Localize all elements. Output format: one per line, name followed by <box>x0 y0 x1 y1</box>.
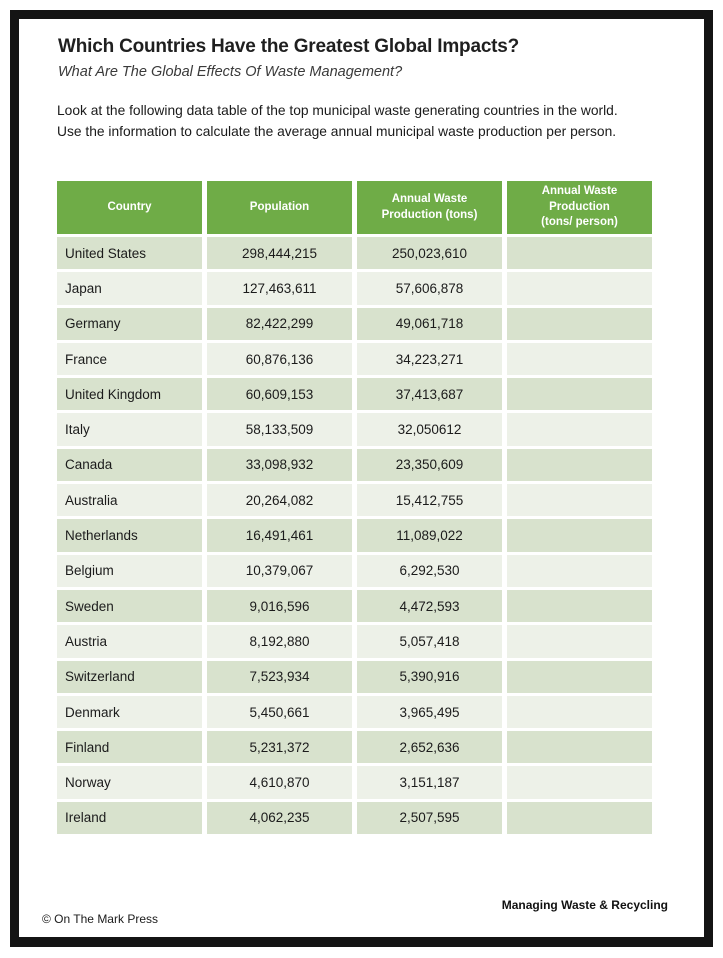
cell-waste-per-person <box>507 484 652 517</box>
table-row: Sweden 9,016,596 4,472,593 <box>57 589 652 623</box>
cell-waste-tons: 6,292,530 <box>357 554 502 587</box>
cell-population: 4,610,870 <box>207 766 352 799</box>
table-row: Germany 82,422,299 49,061,718 <box>57 307 652 340</box>
cell-waste-tons: 4,472,593 <box>357 589 502 623</box>
cell-waste-tons: 49,061,718 <box>357 307 502 340</box>
cell-waste-per-person <box>507 695 652 729</box>
cell-country: Norway <box>57 766 202 799</box>
table-row: Belgium 10,379,067 6,292,530 <box>57 554 652 587</box>
cell-population: 20,264,082 <box>207 484 352 517</box>
cell-waste-per-person <box>507 307 652 340</box>
cell-waste-tons: 2,507,595 <box>357 801 502 835</box>
table-row: Japan 127,463,611 57,606,878 <box>57 272 652 305</box>
cell-country: Belgium <box>57 554 202 587</box>
cell-waste-per-person <box>507 731 652 764</box>
cell-waste-tons: 3,965,495 <box>357 695 502 729</box>
table-row: United States 298,444,215 250,023,610 <box>57 237 652 270</box>
cell-country: Italy <box>57 413 202 446</box>
cell-country: Austria <box>57 625 202 658</box>
cell-country: Japan <box>57 272 202 305</box>
table-row: Switzerland 7,523,934 5,390,916 <box>57 660 652 693</box>
cell-country: United States <box>57 237 202 270</box>
cell-population: 82,422,299 <box>207 307 352 340</box>
cell-population: 7,523,934 <box>207 660 352 693</box>
cell-country: Canada <box>57 448 202 482</box>
cell-population: 9,016,596 <box>207 589 352 623</box>
instructions-text: Look at the following data table of the … <box>57 103 618 139</box>
cell-waste-per-person <box>507 625 652 658</box>
table-row: Ireland 4,062,235 2,507,595 <box>57 801 652 835</box>
cell-waste-tons: 5,390,916 <box>357 660 502 693</box>
cell-country: Denmark <box>57 695 202 729</box>
cell-population: 58,133,509 <box>207 413 352 446</box>
cell-waste-per-person <box>507 272 652 305</box>
page-title: Which Countries Have the Greatest Global… <box>58 36 520 57</box>
cell-waste-tons: 5,057,418 <box>357 625 502 658</box>
footer-copyright: © On The Mark Press <box>42 912 158 926</box>
table-row: Denmark 5,450,661 3,965,495 <box>57 695 652 729</box>
cell-country: Germany <box>57 307 202 340</box>
table-row: Finland 5,231,372 2,652,636 <box>57 731 652 764</box>
cell-population: 10,379,067 <box>207 554 352 587</box>
table-row: Australia 20,264,082 15,412,755 <box>57 484 652 517</box>
table-row: Norway 4,610,870 3,151,187 <box>57 766 652 799</box>
cell-waste-per-person <box>507 342 652 376</box>
cell-waste-per-person <box>507 519 652 552</box>
cell-waste-tons: 2,652,636 <box>357 731 502 764</box>
cell-waste-tons: 32,050612 <box>357 413 502 446</box>
cell-population: 33,098,932 <box>207 448 352 482</box>
cell-population: 60,609,153 <box>207 378 352 411</box>
cell-population: 16,491,461 <box>207 519 352 552</box>
cell-waste-per-person <box>507 660 652 693</box>
cell-population: 60,876,136 <box>207 342 352 376</box>
cell-country: Finland <box>57 731 202 764</box>
table-row: Italy 58,133,509 32,050612 <box>57 413 652 446</box>
table-row: France 60,876,136 34,223,271 <box>57 342 652 376</box>
cell-country: Sweden <box>57 589 202 623</box>
cell-waste-tons: 3,151,187 <box>357 766 502 799</box>
column-header-waste-tons: Annual Waste Production (tons) <box>357 181 502 234</box>
cell-waste-per-person <box>507 554 652 587</box>
cell-population: 8,192,880 <box>207 625 352 658</box>
cell-waste-per-person <box>507 589 652 623</box>
column-header-country: Country <box>57 181 202 234</box>
table-row: Austria 8,192,880 5,057,418 <box>57 625 652 658</box>
table-row: Netherlands 16,491,461 11,089,022 <box>57 519 652 552</box>
cell-waste-tons: 15,412,755 <box>357 484 502 517</box>
cell-waste-tons: 34,223,271 <box>357 342 502 376</box>
table-row: Canada 33,098,932 23,350,609 <box>57 448 652 482</box>
cell-waste-tons: 250,023,610 <box>357 237 502 270</box>
cell-country: Netherlands <box>57 519 202 552</box>
cell-country: Ireland <box>57 801 202 835</box>
cell-population: 5,450,661 <box>207 695 352 729</box>
table-row: United Kingdom 60,609,153 37,413,687 <box>57 378 652 411</box>
cell-population: 4,062,235 <box>207 801 352 835</box>
cell-country: Switzerland <box>57 660 202 693</box>
cell-waste-per-person <box>507 766 652 799</box>
page-subtitle: What Are The Global Effects Of Waste Man… <box>58 64 403 80</box>
cell-waste-per-person <box>507 801 652 835</box>
cell-waste-per-person <box>507 448 652 482</box>
cell-country: France <box>57 342 202 376</box>
table-header-row: Country Population Annual Waste Producti… <box>57 181 652 234</box>
cell-waste-tons: 57,606,878 <box>357 272 502 305</box>
table-body: United States 298,444,215 250,023,610 Ja… <box>57 237 652 835</box>
cell-population: 5,231,372 <box>207 731 352 764</box>
waste-data-table: Country Population Annual Waste Producti… <box>52 178 657 837</box>
column-header-population: Population <box>207 181 352 234</box>
cell-population: 298,444,215 <box>207 237 352 270</box>
cell-waste-per-person <box>507 378 652 411</box>
cell-waste-per-person <box>507 237 652 270</box>
cell-waste-per-person <box>507 413 652 446</box>
cell-waste-tons: 11,089,022 <box>357 519 502 552</box>
footer-series-title: Managing Waste & Recycling <box>501 898 668 912</box>
cell-population: 127,463,611 <box>207 272 352 305</box>
cell-waste-tons: 37,413,687 <box>357 378 502 411</box>
cell-country: United Kingdom <box>57 378 202 411</box>
cell-country: Australia <box>57 484 202 517</box>
cell-waste-tons: 23,350,609 <box>357 448 502 482</box>
column-header-waste-per-person: Annual Waste Production (tons/ person) <box>507 181 652 234</box>
